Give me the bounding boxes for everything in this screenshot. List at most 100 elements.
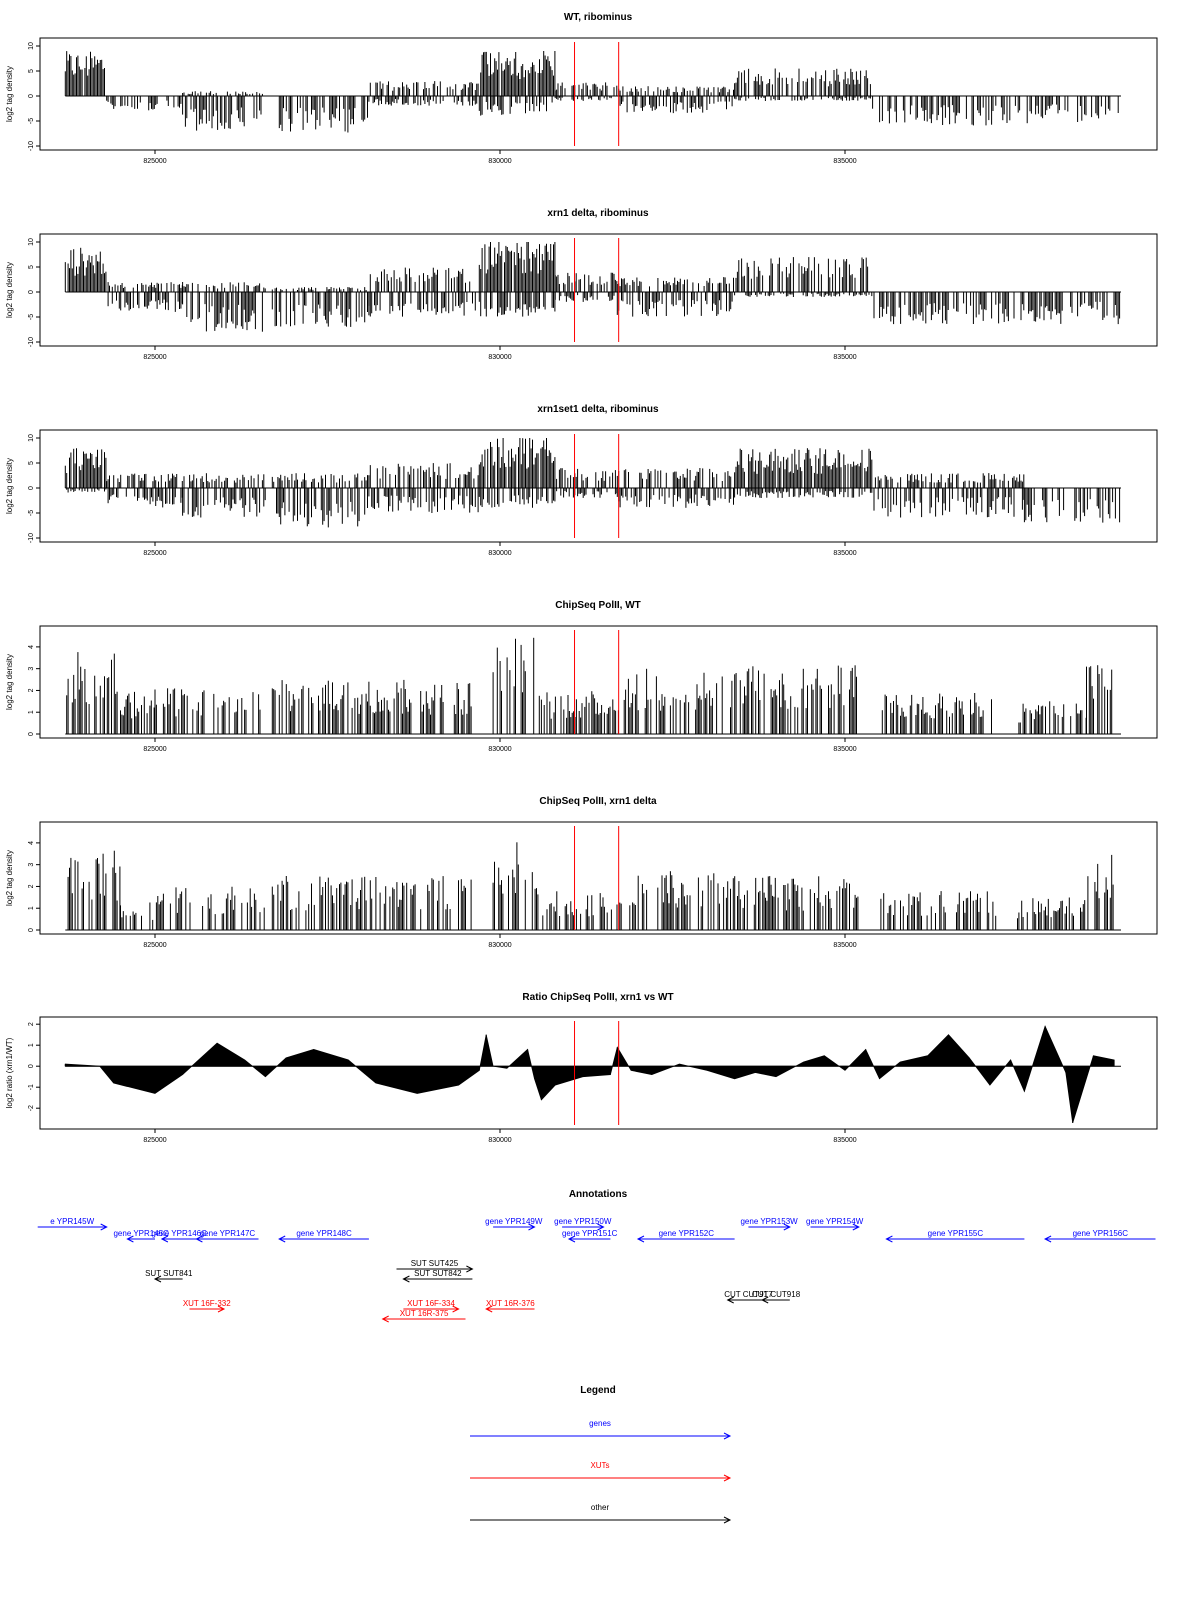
annotation-arrow <box>748 1223 791 1231</box>
legend-arrowhead <box>723 1432 732 1440</box>
bar-segment <box>155 886 265 930</box>
annotation-arrow <box>567 1235 611 1243</box>
x-tick-label: 835000 <box>833 550 856 557</box>
bar-segment <box>182 282 266 332</box>
panel-title: WT, ribominus <box>564 12 633 23</box>
bar-segment <box>880 891 997 930</box>
bar-segment <box>1026 96 1119 124</box>
legend-item: XUTs <box>470 1461 732 1482</box>
annotation-arrow <box>278 1235 369 1243</box>
bar-segment <box>554 272 618 302</box>
y-tick-label: -2 <box>28 1105 35 1111</box>
annotation-label: SUT SUT841 <box>145 1269 193 1278</box>
x-tick-label: 835000 <box>833 354 856 361</box>
bar-segment <box>881 693 992 734</box>
y-tick-label: 3 <box>28 863 35 867</box>
bar-segment <box>106 473 183 508</box>
annotation-label: CUT CUT918 <box>752 1290 801 1299</box>
y-tick-label: 1 <box>28 1043 35 1047</box>
bar-segment <box>872 96 1021 126</box>
y-axis-label: log2 tag density <box>5 654 14 710</box>
y-tick-label: 2 <box>28 884 35 888</box>
x-tick-label: 830000 <box>488 550 511 557</box>
bar-segment <box>67 850 121 930</box>
bar-segment <box>1087 854 1114 930</box>
y-tick-label: 1 <box>28 906 35 910</box>
bar-segment <box>542 891 622 930</box>
plot-frame <box>39 625 1158 739</box>
annotation-label: SUT SUT842 <box>414 1269 462 1278</box>
annotation-arrow <box>810 1223 860 1231</box>
annotation-arrow-head <box>852 1223 860 1231</box>
y-tick-label: 0 <box>28 732 35 736</box>
y-tick-label: -5 <box>28 510 35 516</box>
bar-segment <box>66 652 118 734</box>
bar-segment <box>623 668 723 734</box>
bar-segment <box>556 468 618 498</box>
bar-segment <box>727 876 859 930</box>
annotation-label: CUT CUT917 <box>724 1290 773 1299</box>
x-tick-label: 830000 <box>488 746 511 753</box>
plot-frame <box>39 429 1158 543</box>
annotation-arrow <box>761 1296 790 1304</box>
y-tick-label: 4 <box>28 645 35 649</box>
chart-panel-3: xrn1set1 delta, ribominus 10 5 0 -5 -10 log2 t… <box>5 404 1158 557</box>
bar-segment <box>618 86 734 114</box>
annotation-arrow-head <box>885 1235 893 1243</box>
bar-segment <box>554 82 618 101</box>
annotation-label: XUT 16R-376 <box>486 1299 535 1308</box>
plot-frame <box>39 37 1158 151</box>
legend-item: genes <box>470 1419 732 1440</box>
panel-title: xrn1 delta, ribominus <box>547 208 649 219</box>
annotation-arrow <box>636 1235 735 1243</box>
y-axis-label: log2 tag density <box>5 850 14 906</box>
bar-segment <box>107 282 183 312</box>
annotation-arrow-head <box>466 1265 474 1273</box>
bar-segment <box>734 68 871 101</box>
bar-segment <box>64 247 107 292</box>
x-tick-label: 835000 <box>833 158 856 165</box>
bar-segment <box>1018 701 1087 734</box>
legend-label: other <box>591 1503 610 1512</box>
panel-title: ChipSeq PolII, WT <box>555 600 641 611</box>
bar-segment <box>873 473 1025 518</box>
legend-arrowhead <box>723 1474 732 1482</box>
panel-title: ChipSeq PolII, xrn1 delta <box>539 796 657 807</box>
bar-segment <box>1017 897 1086 930</box>
x-tick-label: 830000 <box>488 942 511 949</box>
bar-segment <box>154 688 261 734</box>
y-tick-label: -10 <box>28 337 35 347</box>
annotation-arrow <box>403 1305 460 1313</box>
annotations-title: Annotations <box>569 1189 628 1200</box>
plot-frame <box>39 821 1158 935</box>
y-tick-label: 0 <box>28 94 35 98</box>
annotation-label: gene YPR152C <box>659 1229 715 1238</box>
bar-segment <box>120 902 154 930</box>
chart-panel-6: Ratio ChipSeq PolII, xrn1 vs WT 2 1 0 -1 -2 lo… <box>5 992 1158 1144</box>
y-tick-label: -10 <box>28 533 35 543</box>
x-tick-label: 825000 <box>143 158 166 165</box>
legend-arrowhead <box>723 1516 732 1524</box>
annotation-label: gene YPR146C <box>151 1229 207 1238</box>
bar-segment <box>64 51 105 96</box>
y-tick-label: -5 <box>28 314 35 320</box>
annotation-arrow-head <box>726 1296 734 1304</box>
plot-frame <box>39 1016 1158 1130</box>
y-tick-label: -1 <box>28 1084 35 1090</box>
y-axis-label: log2 ratio (xrn1/WT) <box>5 1037 14 1108</box>
bar-segment <box>271 473 368 528</box>
bar-series <box>66 637 1113 734</box>
bar-segment <box>873 292 1025 325</box>
annotation-arrow <box>493 1223 536 1231</box>
y-tick-label: 0 <box>28 1064 35 1068</box>
annotation-label: SUT SUT425 <box>411 1259 459 1268</box>
annotation-arrow-head <box>126 1235 134 1243</box>
x-tick-label: 830000 <box>488 158 511 165</box>
y-axis-label: log2 tag density <box>5 458 14 514</box>
annotation-label: e YPR145W <box>50 1217 94 1226</box>
x-tick-label: 825000 <box>143 746 166 753</box>
annotation-arrow <box>160 1235 197 1243</box>
annotation-label: gene YPR154W <box>806 1217 864 1226</box>
y-tick-label: 0 <box>28 486 35 490</box>
